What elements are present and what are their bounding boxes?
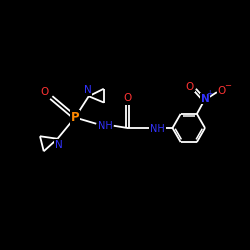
Text: O: O	[218, 86, 226, 96]
Text: O: O	[186, 82, 194, 92]
Text: O: O	[41, 87, 49, 97]
Text: NH: NH	[150, 124, 165, 134]
Text: NH: NH	[98, 121, 112, 131]
Text: O: O	[123, 93, 132, 103]
Text: N: N	[55, 140, 62, 150]
Text: N: N	[84, 85, 92, 95]
Text: P: P	[71, 111, 79, 124]
Text: N: N	[200, 94, 209, 104]
Text: −: −	[224, 82, 231, 90]
Text: +: +	[207, 89, 213, 98]
